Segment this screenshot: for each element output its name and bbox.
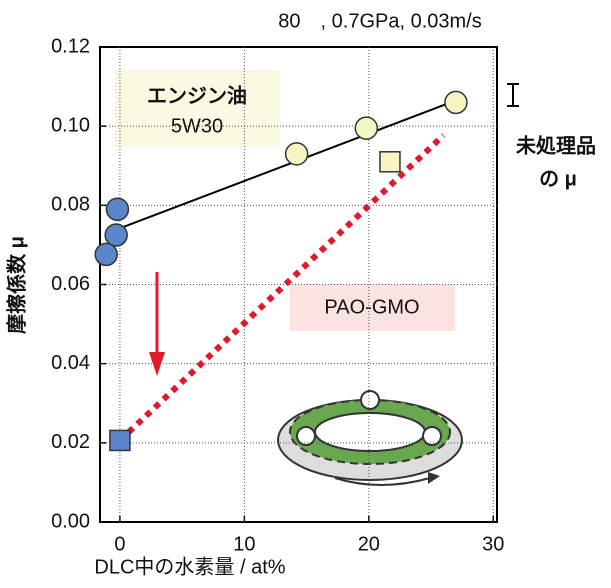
y-tick-label: 0.06 [51, 273, 90, 295]
data-point [105, 224, 127, 246]
y-tick-label: 0.10 [51, 114, 90, 136]
series-name: エンジン油 [147, 83, 247, 107]
data-point [110, 430, 130, 450]
y-tick-label: 0.04 [51, 352, 90, 374]
error-bar-icon [507, 84, 519, 106]
y-tick-label: 0.08 [51, 194, 90, 216]
x-tick-label: 20 [358, 533, 380, 555]
chart-title: 80 , 0.7GPa, 0.03m/s [278, 10, 481, 32]
y-axis-label: 摩擦係数 μ [4, 236, 28, 334]
x-tick-label: 30 [482, 533, 504, 555]
data-point [355, 117, 377, 139]
y-tick-label: 0.02 [51, 431, 90, 453]
data-point [106, 198, 128, 220]
x-tick-label: 10 [233, 533, 255, 555]
y-tick-label: 0.00 [51, 510, 90, 532]
y-tick-label: 0.12 [51, 35, 90, 57]
data-point [445, 91, 467, 113]
series-name: PAO-GMO [324, 296, 419, 318]
ring-illustration [278, 391, 462, 485]
arrow [149, 272, 165, 376]
data-point [95, 243, 117, 265]
annotation: 未処理品 [516, 134, 596, 157]
annotation: の μ [539, 168, 577, 190]
data-point [380, 152, 400, 172]
x-axis-label: DLC中の水素量 / at% [94, 555, 285, 578]
chart: 80 , 0.7GPa, 0.03m/s DLC中の水素量 / at% 摩擦係数… [0, 0, 611, 588]
data-point [286, 143, 308, 165]
x-tick-label: 0 [114, 533, 125, 555]
